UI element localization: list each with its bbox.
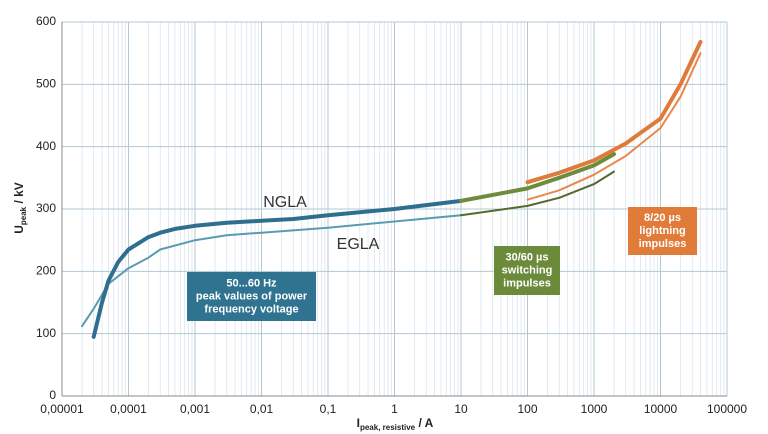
- annotation-text: peak values of power: [196, 290, 308, 302]
- annotation-text: lightning: [639, 225, 685, 237]
- annotation-box: [187, 272, 316, 321]
- x-tick-label: 10: [454, 402, 468, 416]
- series-line: [526, 52, 702, 201]
- annotation-text: 50...60 Hz: [226, 277, 277, 289]
- series-line: [460, 170, 615, 217]
- annotation-box: [494, 246, 560, 295]
- annotation-text: 30/60 µs: [505, 251, 548, 263]
- annotation-text: switching: [502, 264, 553, 276]
- y-tick-label: 100: [36, 326, 56, 340]
- annotation-text: frequency voltage: [204, 303, 298, 315]
- y-tick-label: 200: [36, 264, 56, 278]
- x-tick-label: 0,00001: [40, 402, 84, 416]
- x-tick-label: 1000: [581, 402, 608, 416]
- annotation-text: impulses: [503, 277, 551, 289]
- x-tick-label: 100: [517, 402, 537, 416]
- x-tick-label: 1: [391, 402, 398, 416]
- annotation-text: 8/20 µs: [644, 212, 681, 224]
- x-tick-label: 0,1: [320, 402, 337, 416]
- y-tick-label: 0: [49, 388, 56, 402]
- x-tick-label: 100000: [707, 402, 747, 416]
- series-line: [525, 39, 703, 185]
- y-tick-label: 400: [36, 139, 56, 153]
- x-tick-label: 0,001: [180, 402, 210, 416]
- x-tick-label: 0,0001: [110, 402, 147, 416]
- x-tick-label: 0,01: [250, 402, 274, 416]
- series-label: NGLA: [263, 194, 307, 211]
- y-tick-label: 300: [36, 201, 56, 215]
- y-tick-label: 600: [36, 14, 56, 28]
- y-tick-label: 500: [36, 77, 56, 91]
- annotation-text: impulses: [639, 238, 687, 250]
- series-line: [459, 152, 616, 203]
- series-line: [91, 198, 463, 339]
- y-axis-label: Upeak / kV: [12, 182, 28, 234]
- x-tick-label: 10000: [644, 402, 678, 416]
- series-label: EGLA: [337, 236, 380, 253]
- annotation-box: [628, 207, 697, 255]
- x-axis-label: Ipeak, resistive / A: [357, 416, 434, 432]
